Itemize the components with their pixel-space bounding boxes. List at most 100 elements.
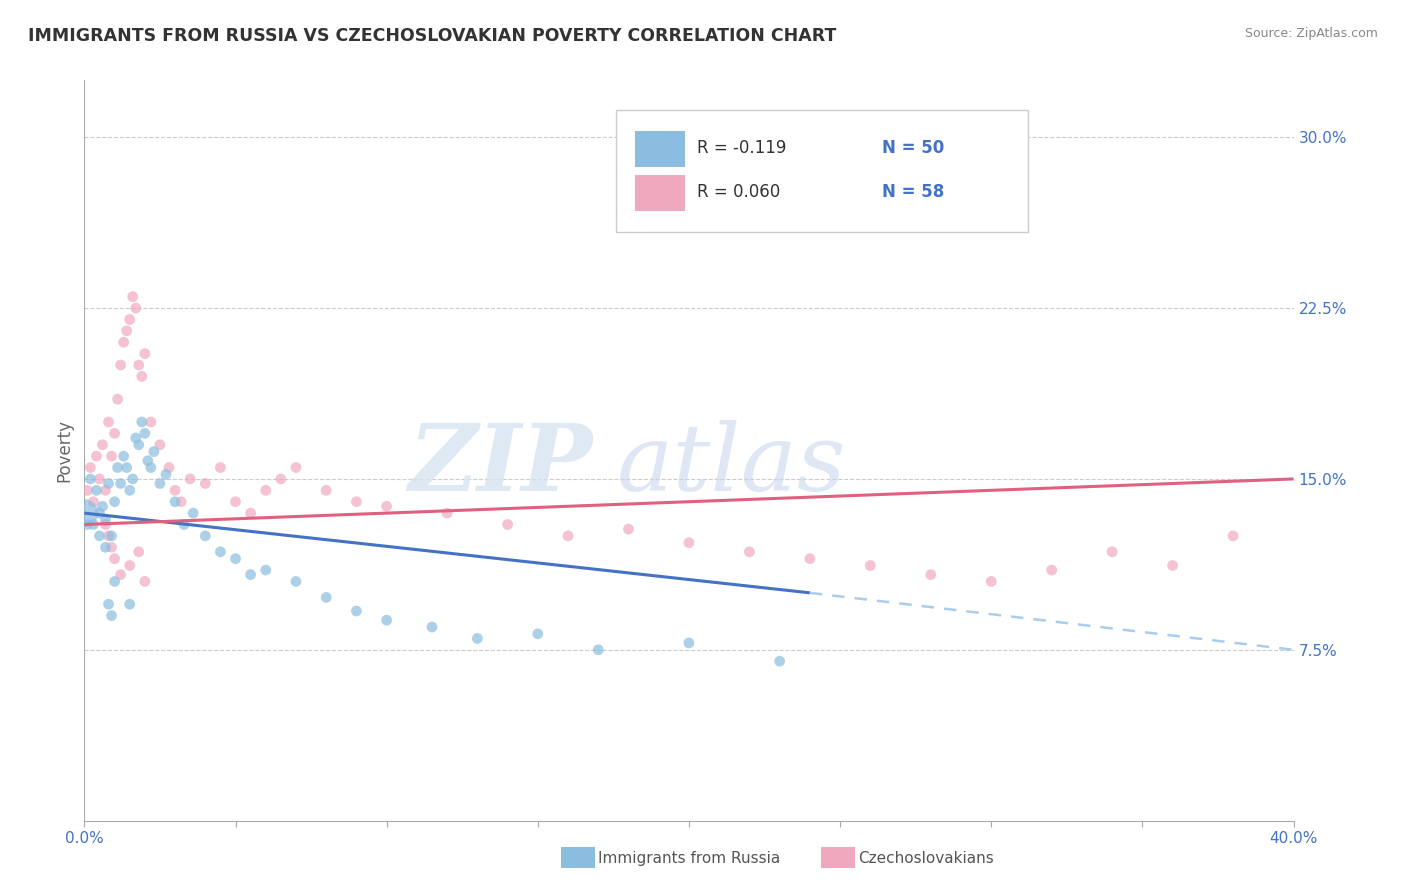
Point [285, 460, 308, 475]
Point [139, 415, 162, 429]
Point [157, 460, 180, 475]
Point [118, 558, 141, 573]
Point [110, 567, 132, 582]
Point [194, 529, 217, 543]
Point [104, 574, 127, 589]
Text: IMMIGRANTS FROM RUSSIA VS CZECHOSLOVAKIAN POVERTY CORRELATION CHART: IMMIGRANTS FROM RUSSIA VS CZECHOSLOVAKIA… [28, 27, 837, 45]
Point [527, 627, 550, 641]
Point [496, 517, 519, 532]
Text: N = 50: N = 50 [883, 138, 945, 157]
Point [82, 494, 104, 508]
Point [131, 369, 153, 384]
Point [100, 449, 122, 463]
Point [100, 608, 122, 623]
Point [86, 483, 108, 498]
Point [118, 483, 141, 498]
Point [254, 483, 277, 498]
Point [97, 415, 120, 429]
Point [131, 415, 153, 429]
Point [181, 506, 204, 520]
Point [104, 551, 127, 566]
Point [155, 467, 177, 482]
Point [225, 551, 247, 566]
Point [1222, 529, 1244, 543]
Point [225, 494, 247, 508]
Point [142, 444, 165, 458]
Text: atlas: atlas [616, 420, 846, 510]
Y-axis label: Poverty: Poverty [55, 419, 73, 482]
FancyBboxPatch shape [634, 130, 685, 167]
Point [769, 654, 792, 668]
Text: R = -0.119: R = -0.119 [697, 138, 787, 157]
Point [285, 574, 308, 589]
Point [617, 522, 640, 536]
Point [254, 563, 277, 577]
Point [128, 358, 150, 372]
Point [149, 438, 172, 452]
Point [86, 449, 108, 463]
Point [76, 517, 98, 532]
Point [115, 460, 138, 475]
Text: Source: ZipAtlas.com: Source: ZipAtlas.com [1244, 27, 1378, 40]
Point [94, 483, 117, 498]
Point [738, 545, 761, 559]
Point [209, 460, 232, 475]
Point [118, 597, 141, 611]
Point [115, 324, 138, 338]
Point [209, 545, 232, 559]
Text: Czechoslovakians: Czechoslovakians [858, 851, 994, 865]
Point [346, 604, 368, 618]
Point [1040, 563, 1063, 577]
Point [128, 545, 150, 559]
Text: N = 58: N = 58 [883, 183, 945, 201]
Point [110, 476, 132, 491]
Point [73, 506, 96, 520]
Point [239, 506, 262, 520]
Point [79, 460, 101, 475]
Point [118, 312, 141, 326]
Text: R = 0.060: R = 0.060 [697, 183, 780, 201]
Point [420, 620, 443, 634]
Point [125, 301, 148, 315]
Text: ZIP: ZIP [408, 420, 592, 510]
Point [76, 483, 98, 498]
Point [315, 483, 337, 498]
Point [128, 438, 150, 452]
Point [315, 591, 337, 605]
Point [139, 460, 162, 475]
Point [588, 642, 610, 657]
Point [121, 290, 143, 304]
Point [107, 460, 129, 475]
Point [89, 472, 111, 486]
Point [134, 574, 156, 589]
FancyBboxPatch shape [616, 110, 1028, 232]
Point [467, 632, 489, 646]
Point [89, 506, 111, 520]
Point [107, 392, 129, 407]
Point [149, 476, 172, 491]
Point [375, 613, 398, 627]
Point [270, 472, 292, 486]
Point [104, 494, 127, 508]
Point [100, 541, 122, 555]
Point [557, 529, 579, 543]
Point [859, 558, 882, 573]
Point [97, 529, 120, 543]
Point [100, 529, 122, 543]
Point [375, 500, 398, 514]
Point [112, 335, 135, 350]
Point [165, 494, 187, 508]
Point [91, 438, 114, 452]
Point [170, 494, 193, 508]
Point [173, 517, 195, 532]
Point [980, 574, 1002, 589]
Point [165, 483, 187, 498]
Point [110, 358, 132, 372]
Point [678, 636, 700, 650]
Point [194, 476, 217, 491]
Point [94, 517, 117, 532]
Point [94, 513, 117, 527]
Point [436, 506, 458, 520]
Point [239, 567, 262, 582]
Point [97, 476, 120, 491]
